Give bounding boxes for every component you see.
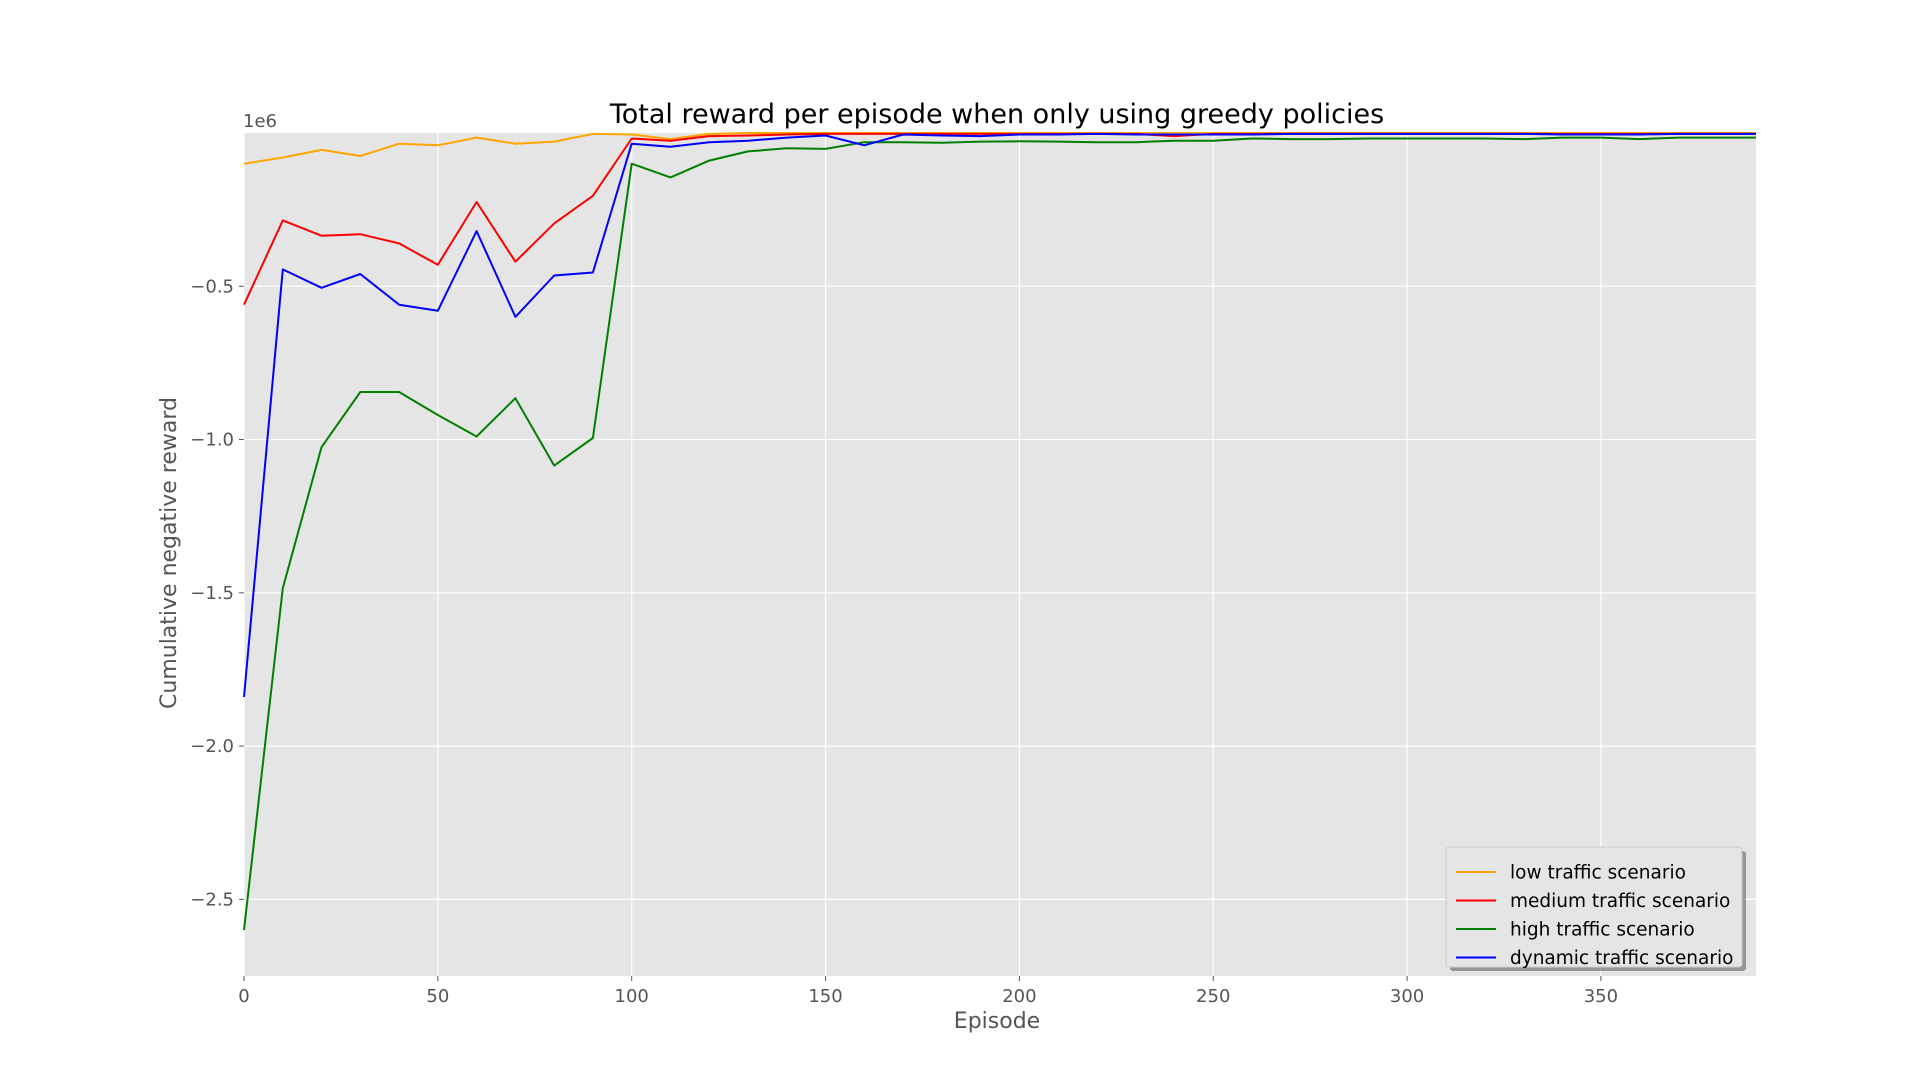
- x-tick-label: 200: [1002, 986, 1036, 1007]
- y-tick-label: −0.5: [190, 276, 234, 297]
- x-tick-label: 0: [238, 986, 249, 1007]
- x-tick-label: 300: [1390, 986, 1424, 1007]
- legend: low traffic scenario medium traffic scena…: [1445, 846, 1746, 971]
- x-tick-label: 150: [808, 986, 842, 1007]
- y-axis-offset-label: 1e6: [243, 111, 277, 132]
- x-tick-label: 250: [1196, 986, 1230, 1007]
- legend-label-low: low traffic scenario: [1510, 863, 1686, 884]
- x-axis-label: Episode: [954, 1009, 1040, 1034]
- y-tick-label: −2.5: [190, 889, 234, 910]
- legend-label-medium: medium traffic scenario: [1510, 891, 1730, 912]
- x-tick-label: 50: [426, 986, 449, 1007]
- y-tick-label: −1.5: [190, 583, 234, 604]
- series-lines: [243, 132, 1756, 931]
- series-line-high: [243, 136, 1756, 931]
- y-tick-labels: −2.5 −2.0 −1.5 −1.0 −0.5: [190, 276, 244, 910]
- chart-title: Total reward per episode when only using…: [609, 99, 1384, 130]
- x-tick-label: 100: [615, 986, 649, 1007]
- y-tick-label: −1.0: [190, 430, 234, 451]
- y-tick-label: −2.0: [190, 736, 234, 757]
- x-gridlines: [243, 133, 1602, 976]
- x-tick-label: 350: [1584, 986, 1618, 1007]
- y-axis-label: Cumulative negative reward: [157, 397, 182, 709]
- legend-box: [1445, 846, 1743, 968]
- x-tick-labels: 0 50 100 150 200 250 300 350: [238, 976, 1618, 1007]
- series-line-dynamic: [243, 132, 1756, 698]
- legend-label-high: high traffic scenario: [1510, 920, 1695, 941]
- legend-label-dynamic: dynamic traffic scenario: [1510, 948, 1733, 969]
